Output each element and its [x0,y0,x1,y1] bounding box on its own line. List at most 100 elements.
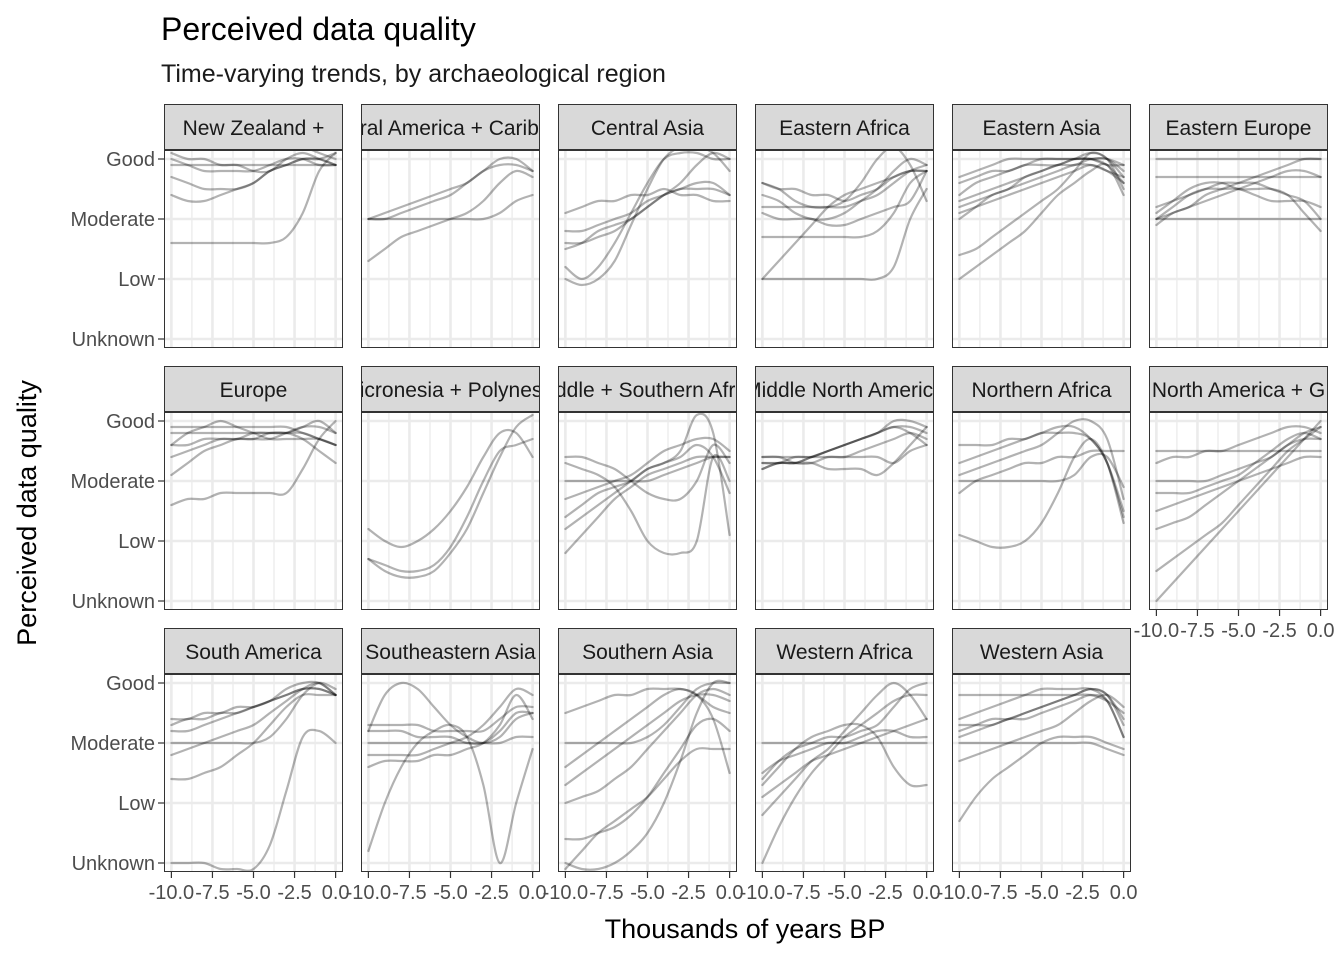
panel-border [361,150,540,348]
facet-strip-label: Eastern Asia [983,117,1101,140]
panel-border [361,674,540,872]
facet-strip-label: North America + G [1152,379,1325,402]
series-line [761,169,928,227]
series-line [958,449,1125,495]
series-line [761,681,928,781]
series-line [958,157,1125,203]
facet-strip-label: Northern Africa [971,379,1111,402]
y-tick-label: Good [106,149,155,171]
facet-panel: South America Unknown Low Moderate Good -10.0… [71,628,350,904]
series-group [367,681,534,865]
series-line [761,717,928,799]
facet-strip [952,104,1131,150]
facet-strip-label: Middle + Southern Africa [533,379,763,402]
y-tick-label: Unknown [72,591,155,613]
y-axis-title: Perceived data quality [12,380,42,646]
series-group [761,681,928,865]
series-line [367,705,534,733]
facet-panels: New Zealand + Unknown Low Moderate Good Centr… [71,104,1335,904]
x-tick-label: -10.0 [346,882,392,904]
series-line [564,443,731,531]
series-line [367,193,534,221]
series-line [564,747,731,871]
x-tick-label: 0.0 [913,882,941,904]
facet-strip [164,366,343,412]
series-line [170,419,337,435]
series-line [1155,431,1322,495]
facet-strip [558,366,737,412]
series-line [170,151,337,174]
series-line [367,428,534,549]
series-line [170,425,337,447]
series-line [564,453,731,556]
x-tick-label: -2.5 [671,882,705,904]
series-line [564,151,731,245]
facet-panel: Eastern Africa [755,104,934,348]
facet-strip-label: Central America + Caribbean [315,117,585,140]
x-tick-label: -7.5 [786,882,820,904]
series-line [367,156,534,221]
panel-border [558,412,737,610]
series-line [1155,181,1322,221]
series-line [564,455,731,483]
facet-strip-label: Central Asia [591,117,705,140]
x-tick-label: -5.0 [1221,620,1255,642]
series-line [564,151,731,281]
series-line [761,418,928,471]
series-line [761,722,928,788]
series-line [1155,455,1322,513]
series-line [761,729,928,775]
facet-strip [164,104,343,150]
facet-panel: Central America + Caribbean [315,104,585,348]
x-tick-label: -2.5 [868,882,902,904]
panel-border [164,674,343,872]
facet-strip [952,628,1131,674]
series-line [170,157,337,173]
series-line [564,180,731,251]
x-tick-label: -7.5 [392,882,426,904]
series-line [958,157,1125,185]
x-tick-label: 0.0 [322,882,350,904]
series-line [761,431,928,465]
panel-border [952,412,1131,610]
series-line [761,425,928,465]
series-line [958,151,1125,257]
chart-title: Perceived data quality [161,11,476,47]
series-line [958,418,1125,501]
panel-border [558,150,737,348]
series-line [170,431,337,465]
series-line [367,693,534,769]
facet-strip [558,628,737,674]
series-line [170,151,337,203]
panel-border [164,412,343,610]
facet-strip [952,366,1131,412]
panel-border [1149,412,1328,610]
facet-strip [1149,104,1328,150]
facet-strip [164,628,343,674]
panel-border [952,674,1131,872]
series-line [958,687,1125,733]
series-line [367,687,534,757]
series-line [958,157,1125,179]
facet-strip-label: New Zealand + [183,117,325,140]
series-line [170,151,337,245]
series-line [367,681,534,745]
series-line [1155,425,1322,573]
series-line [564,412,731,537]
series-line [761,681,928,817]
x-tick-label: -5.0 [433,882,467,904]
series-group [367,413,534,579]
series-line [958,693,1125,763]
series-line [958,151,1125,221]
facet-strip-label: Eastern Africa [779,117,910,140]
panel-border [952,150,1131,348]
x-tick-label: 0.0 [1110,882,1138,904]
facet-strip [361,104,540,150]
chart-subtitle: Time-varying trends, by archaeological r… [161,60,666,88]
facet-strip [755,104,934,150]
series-line [367,729,534,745]
y-tick-label: Low [118,793,155,815]
series-line [564,187,731,233]
facet-strip [755,366,934,412]
x-tick-label: 0.0 [1307,620,1335,642]
